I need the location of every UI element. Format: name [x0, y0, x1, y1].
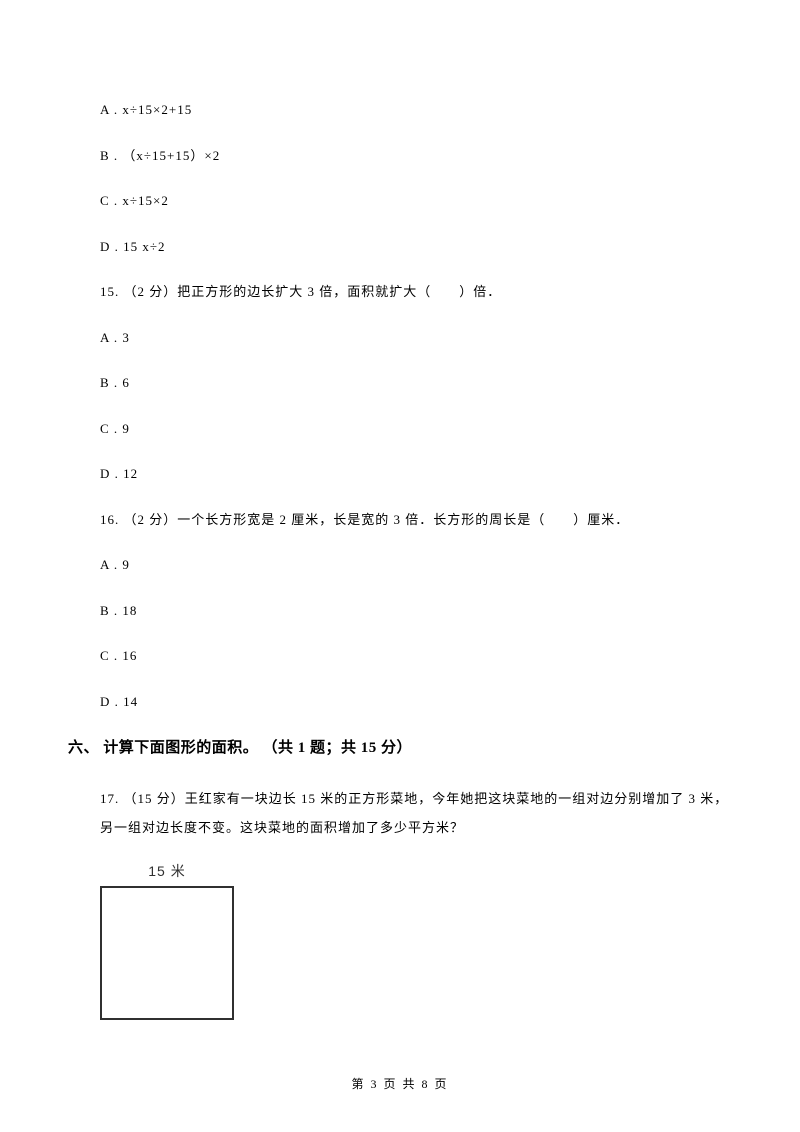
- q15-option-a: A . 3: [68, 328, 732, 348]
- q16-option-b: B . 18: [68, 601, 732, 621]
- q16-option-d: D . 14: [68, 692, 732, 712]
- square-shape: [100, 886, 234, 1020]
- figure-label: 15 米: [100, 861, 234, 882]
- q14-option-c: C . x÷15×2: [68, 191, 732, 211]
- q14-option-a: A . x÷15×2+15: [68, 100, 732, 120]
- q16-option-c: C . 16: [68, 646, 732, 666]
- q14-option-d: D . 15 x÷2: [68, 237, 732, 257]
- q15-option-d: D . 12: [68, 464, 732, 484]
- q16-stem: 16. （2 分）一个长方形宽是 2 厘米，长是宽的 3 倍．长方形的周长是（ …: [68, 510, 732, 530]
- q17-figure: 15 米: [68, 861, 732, 1020]
- section-6-heading: 六、 计算下面图形的面积。 （共 1 题；共 15 分）: [68, 737, 732, 760]
- q14-option-b: B . （x÷15+15）×2: [68, 146, 732, 166]
- q17-text: 17. （15 分）王红家有一块边长 15 米的正方形菜地，今年她把这块菜地的一…: [68, 784, 732, 844]
- q16-option-a: A . 9: [68, 555, 732, 575]
- q15-option-b: B . 6: [68, 373, 732, 393]
- page-content: A . x÷15×2+15 B . （x÷15+15）×2 C . x÷15×2…: [68, 100, 732, 1020]
- page-footer: 第 3 页 共 8 页: [0, 1075, 800, 1092]
- q15-option-c: C . 9: [68, 419, 732, 439]
- q15-stem: 15. （2 分）把正方形的边长扩大 3 倍，面积就扩大（ ）倍．: [68, 282, 732, 302]
